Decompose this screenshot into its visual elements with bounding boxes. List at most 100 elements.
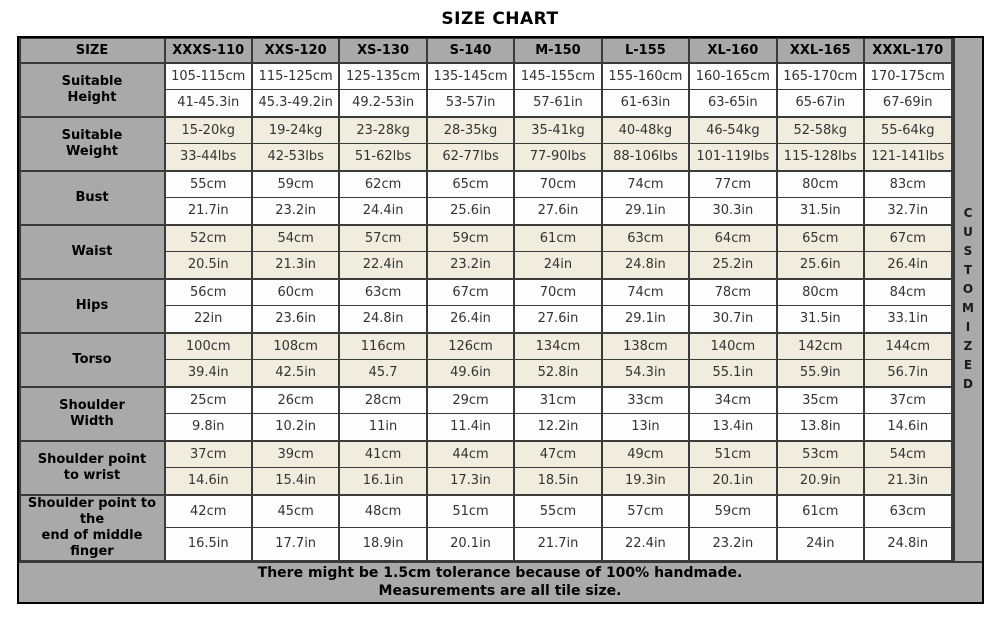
measurement-value: 16.5in [163,526,253,561]
measurement-value: 67-69in [863,89,953,117]
measurement-value: 134cm [513,331,603,360]
measurement-value: 65cm [775,223,866,252]
row-label: Torso [18,331,166,387]
banner-letter: U [963,225,973,240]
measurement-value: 65-67in [775,89,866,117]
table-row: Suitable Weight 15-20kg 19-24kg 23-28kg 28-35… [18,115,953,171]
measurement-value: 26.4in [863,251,953,279]
measurement-value: 57-61in [513,89,603,117]
measurement-value: 83cm [863,169,953,198]
measurement-value: 67cm [425,277,516,306]
measurement-value: 42-53lbs [250,143,341,171]
measurement-value: 54cm [250,223,341,252]
measurement-value: 28-35kg [425,115,516,144]
banner-letter: M [962,301,974,316]
measurement-value: 54.3in [600,359,691,387]
measurement-value: 84cm [863,277,953,306]
measurement-value: 28cm [338,385,428,414]
measurement-value: 19-24kg [250,115,341,144]
measurement-value: 77-90lbs [513,143,603,171]
table-row: 16.5in 17.7in 18.9in 20.1in 21.7in 22.4in 23.2… [20,526,953,561]
measurement-value: 30.7in [688,305,778,333]
banner-letter: T [963,263,973,278]
measurement-value: 13.8in [775,413,866,441]
measurement-value: 41cm [338,439,428,468]
measurement-value: 11.4in [425,413,516,441]
measurement-value: 62cm [338,169,428,198]
measurement-value: 39.4in [163,359,253,387]
measurement-value: 45cm [250,493,341,528]
size-column-header: SIZE [18,38,166,64]
measurement-value: 31.5in [775,197,866,225]
measurement-value: 155-160cm [600,61,691,90]
banner-letter: S [963,244,973,259]
measurement-value: 23.2in [250,197,341,225]
banner-letter: C [963,206,973,221]
measurement-value: 20.9in [775,467,866,495]
column-header: S-140 [425,38,516,64]
measurement-value: 88-106lbs [600,143,691,171]
measurement-value: 21.3in [250,251,341,279]
banner-letter: E [963,358,973,373]
measurement-value: 48cm [338,493,428,528]
measurement-value: 54cm [863,439,953,468]
measurement-value: 64cm [688,223,778,252]
measurement-value: 24.4in [338,197,428,225]
measurement-value: 52-58kg [775,115,866,144]
measurement-value: 29.1in [600,197,691,225]
measurement-value: 170-175cm [863,61,953,90]
measurement-value: 45.7 [338,359,428,387]
measurement-value: 31.5in [775,305,866,333]
measurement-value: 10.2in [250,413,341,441]
measurement-value: 33.1in [863,305,953,333]
measurement-value: 46-54kg [688,115,778,144]
measurement-value: 19.3in [600,467,691,495]
banner-letter: O [962,282,974,297]
measurement-value: 32.7in [863,197,953,225]
measurement-value: 165-170cm [775,61,866,90]
measurement-value: 145-155cm [513,61,603,90]
measurement-value: 115-128lbs [775,143,866,171]
measurement-value: 34cm [688,385,778,414]
measurement-value: 37cm [863,385,953,414]
table-row: 9.8in 10.2in 11in 11.4in 12.2in 13in 13.4in 13.… [20,413,953,441]
measurement-value: 115-125cm [250,61,341,90]
measurement-value: 62-77lbs [425,143,516,171]
row-label: Suitable Weight [18,115,166,171]
measurement-value: 53cm [775,439,866,468]
measurement-value: 55.1in [688,359,778,387]
measurement-value: 80cm [775,277,866,306]
measurement-value: 35cm [775,385,866,414]
measurement-value: 55cm [513,493,603,528]
measurement-value: 60cm [250,277,341,306]
measurement-value: 26.4in [425,305,516,333]
measurement-value: 21.7in [163,197,253,225]
page-title: SIZE CHART [441,9,559,29]
measurement-value: 52cm [163,223,253,252]
measurement-value: 12.2in [513,413,603,441]
measurement-value: 160-165cm [688,61,778,90]
row-label: Shoulder point to wrist [18,439,166,495]
measurement-value: 26cm [250,385,341,414]
measurement-value: 24.8in [338,305,428,333]
banner-letter: I [965,320,971,335]
column-header: XXXL-170 [863,38,953,64]
measurement-value: 20.1in [688,467,778,495]
measurement-value: 42cm [163,493,253,528]
row-label: Shoulder Width [18,385,166,441]
measurement-value: 108cm [250,331,341,360]
measurement-value: 29.1in [600,305,691,333]
row-label: Hips [18,277,166,333]
measurement-value: 59cm [250,169,341,198]
header-row: SIZE XXXS-110 XXS-120 XS-130 S-140 M-150 L-15… [18,38,953,64]
measurement-value: 33-44lbs [163,143,253,171]
measurement-value: 52.8in [513,359,603,387]
table-row: 14.6in 15.4in 16.1in 17.3in 18.5in 19.3in 20.1… [20,467,953,495]
measurement-value: 138cm [600,331,691,360]
measurement-value: 14.6in [163,467,253,495]
table-row: 39.4in 42.5in 45.7 49.6in 52.8in 54.3in 55.1in… [20,359,953,387]
measurement-value: 59cm [688,493,778,528]
measurement-value: 15.4in [250,467,341,495]
